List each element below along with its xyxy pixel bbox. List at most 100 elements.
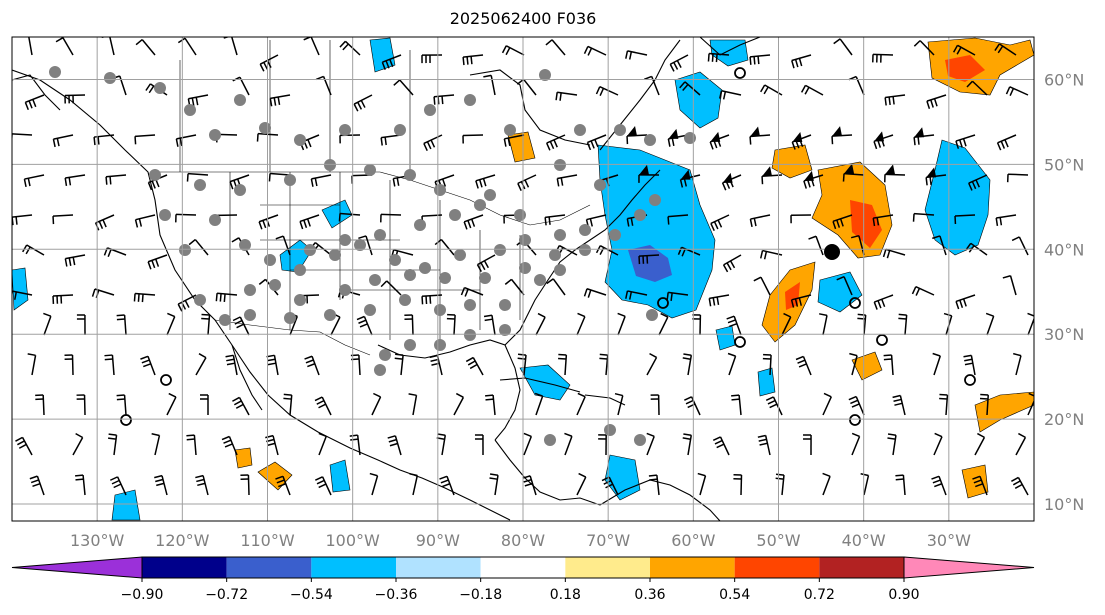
wind-barb (22, 244, 45, 256)
wind-barb (15, 436, 33, 456)
wind-barb (135, 39, 156, 56)
wind-barb (708, 294, 730, 307)
wind-barb (1011, 476, 1029, 496)
wind-barb (898, 313, 908, 336)
wind-barb (996, 134, 1017, 151)
station-dot (379, 349, 391, 361)
wind-barb (795, 355, 812, 376)
wind-barb (586, 134, 607, 151)
wind-barb (994, 43, 1017, 56)
wind-barb (954, 214, 976, 225)
wind-barb (719, 89, 742, 100)
station-dot (464, 94, 476, 106)
wind-barb (64, 174, 86, 187)
station-dot (424, 104, 436, 116)
station-dot (449, 209, 461, 221)
station-dot (159, 209, 171, 221)
negative-region-south (817, 271, 863, 313)
latitude-labels: 60°N 50°N 40°N 30°N 20°N 10°N (1044, 70, 1084, 514)
wind-barb (985, 312, 995, 336)
wind-barb (501, 45, 525, 56)
wind-barb (421, 294, 443, 305)
wind-barb (275, 235, 291, 256)
wind-barb (669, 54, 689, 72)
colorbar-level-label: 0.18 (550, 587, 581, 603)
wind-barb (882, 248, 906, 259)
station-dot (609, 229, 621, 241)
wind-barb (576, 392, 586, 416)
wind-barb (358, 235, 373, 256)
wind-barb (381, 54, 402, 70)
wind-barb (475, 174, 496, 189)
station-dot (549, 249, 561, 261)
calm-circle (849, 414, 861, 426)
station-dot (104, 72, 116, 84)
colorbar-level-label: −0.54 (290, 587, 333, 603)
wind-barb (712, 436, 730, 456)
wind-barb (371, 392, 382, 416)
wind-barb (75, 474, 86, 496)
station-dot (184, 104, 196, 116)
station-dot (339, 284, 351, 296)
wind-barb (849, 352, 858, 376)
wind-barb (803, 170, 824, 189)
wind-barb (932, 235, 947, 256)
wind-barb (108, 433, 118, 456)
wind-barb (275, 475, 291, 496)
wind-barb (626, 126, 648, 145)
station-dot (399, 294, 411, 306)
colorbar-segment (311, 557, 396, 578)
station-dot (209, 129, 221, 141)
lon-tick-label: 60°W (671, 531, 715, 550)
wind-barb (707, 52, 730, 63)
lon-tick-label: 40°W (842, 531, 886, 550)
wind-barb (356, 315, 373, 336)
wind-pennant (722, 172, 733, 183)
station-dot (304, 244, 316, 256)
wind-barb (872, 53, 894, 63)
wind-barb (979, 393, 989, 416)
station-dot (614, 124, 626, 136)
wind-barb (474, 434, 484, 456)
wind-barb (20, 37, 33, 56)
station-dot (554, 229, 566, 241)
wind-barb (974, 432, 986, 456)
station-dot (454, 249, 466, 261)
wind-barb (558, 353, 568, 376)
wind-barb (968, 174, 988, 191)
wind-barb (315, 476, 332, 496)
wind-barb (104, 354, 115, 376)
station-dot (219, 314, 231, 326)
wind-barb (166, 392, 177, 416)
lon-tick-label: 30°W (927, 531, 971, 550)
wind-barb (833, 38, 853, 56)
wind-barb (64, 254, 86, 267)
wind-barb (134, 214, 156, 228)
wind-barb (710, 214, 730, 232)
colorbar-segment (734, 557, 820, 578)
wind-pennant (668, 128, 679, 139)
wind-barb (504, 278, 525, 296)
colorbar-level-label: −0.72 (205, 587, 248, 603)
station-dot (439, 272, 451, 284)
wind-barb (223, 37, 238, 56)
wind-barb (483, 74, 496, 96)
wind-barb (545, 39, 566, 56)
wind-barb (850, 234, 865, 256)
colorbar-level-label: −0.36 (375, 587, 418, 603)
lat-tick-label: 40°N (1044, 240, 1084, 259)
station-dot (434, 339, 446, 351)
wind-barb (625, 290, 648, 300)
wind-barb (848, 395, 865, 416)
station-dot (494, 244, 506, 256)
coast-cuba (499, 377, 581, 393)
station-dot (519, 262, 531, 274)
wind-barb (583, 288, 607, 298)
wind-barb (781, 312, 792, 336)
station-dot (404, 269, 416, 281)
wind-pennant (844, 163, 855, 174)
wind-barb (831, 126, 853, 145)
wind-barb (485, 394, 496, 416)
station-dot (464, 299, 476, 311)
wind-barb (895, 474, 906, 496)
